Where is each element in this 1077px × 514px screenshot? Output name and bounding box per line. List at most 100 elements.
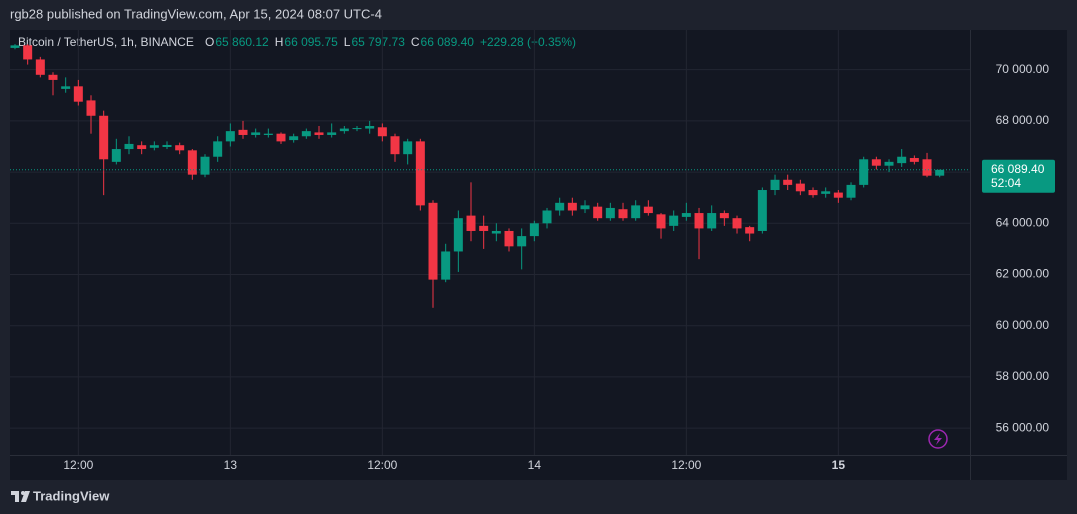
candle-body bbox=[669, 215, 679, 226]
y-tick-label: 68 000.00 bbox=[996, 113, 1050, 127]
candle-body bbox=[833, 192, 843, 198]
candle-body bbox=[757, 190, 767, 231]
candle-body bbox=[73, 86, 83, 102]
countdown-label: 52:04 bbox=[991, 176, 1021, 190]
candle-body bbox=[694, 213, 704, 229]
ohlc-value: 65 797.73 bbox=[351, 35, 405, 49]
candle-body bbox=[162, 144, 172, 148]
candle-body bbox=[479, 225, 489, 231]
candle-body bbox=[795, 183, 805, 192]
candle-body bbox=[225, 131, 235, 142]
y-tick-label: 62 000.00 bbox=[996, 267, 1050, 281]
candle-body bbox=[137, 145, 147, 150]
ohlc-key: L bbox=[344, 35, 351, 49]
candle-body bbox=[390, 136, 400, 155]
candle-body bbox=[770, 179, 780, 191]
candle-body bbox=[922, 159, 932, 176]
candle-body bbox=[491, 230, 501, 234]
candle-body bbox=[99, 115, 109, 160]
candle-body bbox=[656, 214, 666, 229]
candle-body bbox=[808, 190, 818, 196]
icon-ring bbox=[928, 429, 948, 449]
candle-body bbox=[35, 59, 45, 75]
candle-body bbox=[618, 209, 628, 219]
candle-body bbox=[517, 236, 527, 247]
candle-body bbox=[605, 207, 615, 219]
candle-body bbox=[403, 141, 413, 155]
candle-body bbox=[200, 156, 210, 175]
candle-body bbox=[10, 45, 20, 48]
candle-body bbox=[567, 202, 577, 211]
x-tick-label: 14 bbox=[528, 458, 542, 472]
candle-body bbox=[719, 213, 729, 219]
candle-body bbox=[884, 161, 894, 166]
candle-body bbox=[263, 133, 273, 135]
candle-body bbox=[415, 141, 425, 206]
candle-body bbox=[504, 230, 514, 247]
x-tick-label: 13 bbox=[224, 458, 238, 472]
candle-body bbox=[213, 141, 223, 157]
y-tick-label: 58 000.00 bbox=[996, 369, 1050, 383]
ohlc-value: 65 860.12 bbox=[215, 35, 269, 49]
candle-body bbox=[327, 132, 337, 135]
candle-body bbox=[86, 100, 96, 116]
candle-body bbox=[542, 210, 552, 224]
candle-body bbox=[314, 132, 324, 135]
candle-body bbox=[276, 133, 286, 142]
ohlc-key: O bbox=[205, 35, 214, 49]
candle-body bbox=[251, 132, 261, 135]
candle-body bbox=[580, 205, 590, 210]
ohlc-key: H bbox=[275, 35, 284, 49]
candle-body bbox=[859, 159, 869, 185]
candle-body bbox=[846, 184, 856, 198]
candle-body bbox=[48, 74, 58, 80]
candle-body bbox=[377, 127, 387, 137]
candle-body bbox=[745, 227, 755, 234]
candle-body bbox=[149, 145, 159, 148]
chart-panel bbox=[10, 30, 1067, 480]
candle-body bbox=[289, 136, 299, 141]
candle-body bbox=[593, 206, 603, 219]
footer-logo bbox=[11, 491, 30, 502]
candle-body bbox=[339, 128, 349, 132]
ohlc-key: C bbox=[411, 35, 420, 49]
x-tick-label: 12:00 bbox=[671, 458, 701, 472]
candle-body bbox=[643, 206, 653, 214]
y-tick-label: 56 000.00 bbox=[996, 420, 1050, 434]
candle-body bbox=[783, 179, 793, 185]
candle-body bbox=[124, 143, 134, 150]
x-tick-label: 12:00 bbox=[367, 458, 397, 472]
candle-body bbox=[428, 202, 438, 280]
change-value: +229.28 (+0.35%) bbox=[480, 35, 576, 49]
candle-body bbox=[187, 150, 197, 175]
icon-bolt bbox=[934, 433, 942, 445]
candle-body bbox=[897, 156, 907, 164]
candle-body bbox=[23, 45, 33, 60]
ohlc-value: 66 095.75 bbox=[284, 35, 338, 49]
candle-body bbox=[935, 169, 945, 176]
candle-body bbox=[529, 223, 539, 237]
footer-brand: TradingView bbox=[33, 488, 110, 503]
candle-body bbox=[555, 202, 565, 211]
x-tick-label: 12:00 bbox=[63, 458, 93, 472]
alert-icon bbox=[928, 429, 948, 449]
candle-body bbox=[681, 213, 691, 217]
candle-body bbox=[301, 131, 311, 137]
y-tick-label: 64 000.00 bbox=[996, 215, 1050, 229]
last-price-tag bbox=[982, 159, 1055, 193]
candle-body bbox=[365, 126, 375, 129]
candle-body bbox=[453, 218, 463, 252]
candle-body bbox=[466, 215, 476, 231]
y-tick-label: 60 000.00 bbox=[996, 318, 1050, 332]
candle-body bbox=[238, 129, 248, 135]
candle-body bbox=[821, 191, 831, 194]
candle-body bbox=[352, 128, 362, 130]
last-price-label: 66 089.40 bbox=[991, 162, 1045, 176]
candle-body bbox=[61, 86, 71, 89]
y-tick-label: 70 000.00 bbox=[996, 62, 1050, 76]
candle-body bbox=[909, 158, 919, 162]
x-tick-label: 15 bbox=[832, 458, 846, 472]
candle-body bbox=[631, 205, 641, 219]
candle-body bbox=[871, 159, 881, 166]
